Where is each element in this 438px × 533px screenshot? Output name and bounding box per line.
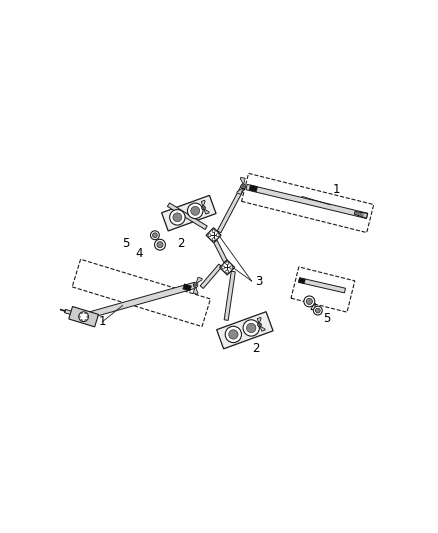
Circle shape bbox=[306, 298, 312, 304]
Polygon shape bbox=[167, 203, 207, 230]
Circle shape bbox=[194, 283, 198, 287]
Polygon shape bbox=[193, 287, 198, 294]
Polygon shape bbox=[240, 177, 245, 185]
Text: 5: 5 bbox=[122, 237, 130, 250]
Circle shape bbox=[208, 234, 211, 237]
Polygon shape bbox=[299, 278, 346, 293]
Circle shape bbox=[81, 312, 82, 314]
Circle shape bbox=[226, 270, 229, 273]
Circle shape bbox=[243, 320, 259, 336]
Polygon shape bbox=[213, 240, 227, 262]
Polygon shape bbox=[83, 282, 197, 320]
Polygon shape bbox=[260, 326, 265, 331]
Polygon shape bbox=[298, 278, 305, 284]
Text: 5: 5 bbox=[323, 312, 330, 325]
Circle shape bbox=[151, 231, 159, 240]
Circle shape bbox=[315, 308, 320, 313]
Circle shape bbox=[78, 316, 80, 318]
Polygon shape bbox=[64, 309, 79, 317]
Circle shape bbox=[85, 312, 87, 314]
Circle shape bbox=[212, 230, 215, 232]
Circle shape bbox=[304, 296, 315, 307]
Polygon shape bbox=[354, 212, 367, 219]
Circle shape bbox=[230, 266, 233, 269]
Text: 2: 2 bbox=[251, 342, 259, 356]
Polygon shape bbox=[224, 271, 235, 320]
Polygon shape bbox=[237, 188, 243, 195]
Circle shape bbox=[157, 241, 163, 248]
Circle shape bbox=[247, 323, 256, 333]
Circle shape bbox=[85, 319, 87, 321]
Circle shape bbox=[203, 207, 205, 209]
Circle shape bbox=[359, 213, 361, 215]
Text: 4: 4 bbox=[135, 247, 143, 261]
Polygon shape bbox=[206, 228, 221, 243]
Polygon shape bbox=[183, 284, 191, 291]
Circle shape bbox=[361, 214, 363, 216]
Polygon shape bbox=[217, 185, 245, 233]
Polygon shape bbox=[200, 264, 222, 288]
Text: 2: 2 bbox=[177, 237, 184, 250]
Circle shape bbox=[356, 212, 358, 214]
Text: 1: 1 bbox=[99, 316, 106, 328]
Circle shape bbox=[173, 213, 182, 222]
Circle shape bbox=[229, 330, 238, 339]
Circle shape bbox=[212, 238, 215, 241]
Circle shape bbox=[79, 312, 88, 321]
Circle shape bbox=[187, 203, 203, 219]
Polygon shape bbox=[69, 306, 99, 327]
Circle shape bbox=[87, 316, 88, 318]
Polygon shape bbox=[162, 196, 216, 231]
Polygon shape bbox=[201, 200, 205, 207]
Circle shape bbox=[241, 184, 245, 189]
Text: 4: 4 bbox=[309, 302, 317, 314]
Polygon shape bbox=[249, 185, 258, 192]
Polygon shape bbox=[257, 317, 261, 324]
Circle shape bbox=[314, 306, 322, 315]
Circle shape bbox=[155, 239, 166, 250]
Circle shape bbox=[226, 262, 229, 265]
Circle shape bbox=[191, 206, 200, 215]
Circle shape bbox=[225, 326, 241, 343]
Polygon shape bbox=[220, 260, 235, 275]
Circle shape bbox=[216, 234, 219, 237]
Text: 3: 3 bbox=[255, 274, 262, 287]
Circle shape bbox=[81, 319, 82, 321]
Circle shape bbox=[258, 323, 261, 327]
Polygon shape bbox=[217, 312, 273, 349]
Circle shape bbox=[242, 185, 244, 188]
Circle shape bbox=[201, 206, 205, 209]
Polygon shape bbox=[196, 277, 202, 284]
Polygon shape bbox=[204, 209, 209, 214]
Circle shape bbox=[258, 324, 261, 326]
Circle shape bbox=[194, 284, 197, 286]
Circle shape bbox=[222, 266, 225, 269]
Text: 1: 1 bbox=[333, 183, 341, 196]
Polygon shape bbox=[246, 184, 367, 219]
Circle shape bbox=[170, 209, 185, 225]
Circle shape bbox=[152, 233, 157, 238]
